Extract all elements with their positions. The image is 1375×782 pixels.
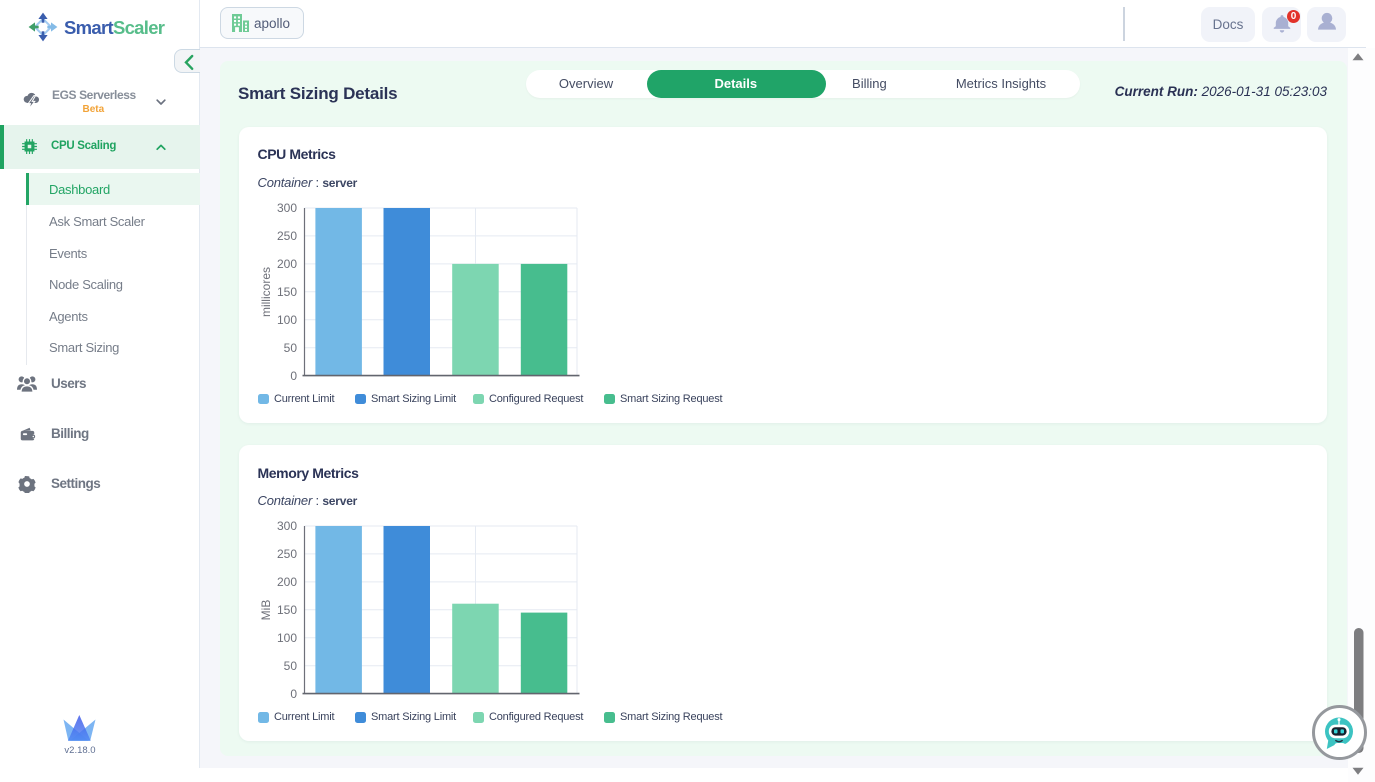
svg-text:300: 300 bbox=[276, 201, 296, 215]
svg-text:200: 200 bbox=[276, 257, 296, 271]
svg-text:200: 200 bbox=[276, 575, 296, 589]
svg-text:50: 50 bbox=[283, 340, 297, 354]
svg-text:300: 300 bbox=[276, 519, 296, 533]
svg-text:100: 100 bbox=[276, 631, 296, 645]
svg-text:250: 250 bbox=[276, 547, 296, 561]
svg-text:100: 100 bbox=[276, 312, 296, 326]
svg-text:0: 0 bbox=[290, 368, 297, 382]
svg-text:millicores: millicores bbox=[259, 266, 273, 316]
svg-text:150: 150 bbox=[276, 285, 296, 299]
svg-text:250: 250 bbox=[276, 229, 296, 243]
svg-text:50: 50 bbox=[283, 659, 297, 673]
svg-text:MiB: MiB bbox=[259, 600, 273, 621]
svg-text:150: 150 bbox=[276, 603, 296, 617]
svg-text:0: 0 bbox=[290, 687, 297, 701]
